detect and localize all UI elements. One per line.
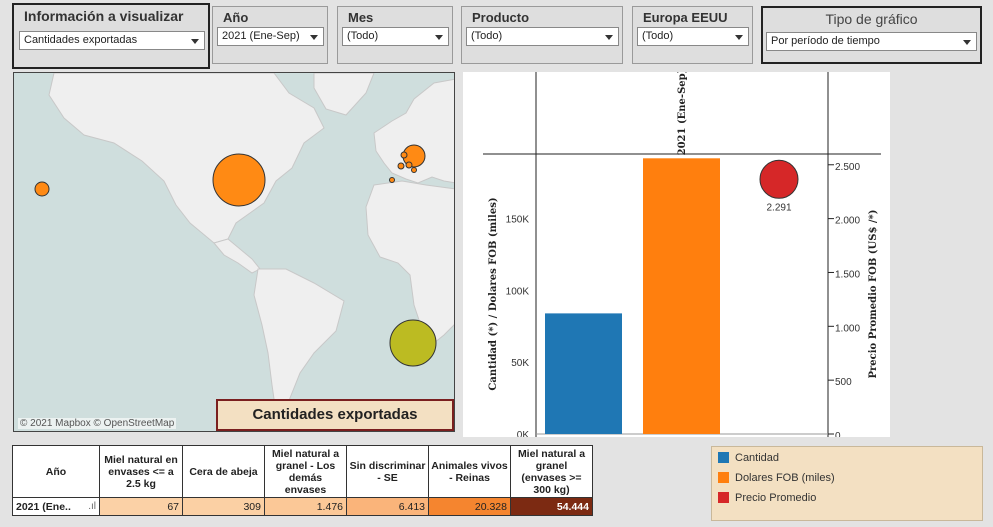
chart-type-select[interactable]: Por período de tiempo bbox=[766, 32, 977, 51]
table-cell[interactable]: 20.328 bbox=[428, 497, 511, 516]
bar-chart-icon[interactable]: .ıl bbox=[88, 500, 96, 512]
chevron-down-icon bbox=[435, 35, 443, 40]
chart-right-panel bbox=[890, 72, 983, 437]
chevron-down-icon bbox=[735, 35, 743, 40]
table-cell[interactable]: 6.413 bbox=[346, 497, 429, 516]
bubble-france[interactable] bbox=[405, 161, 413, 169]
map-canvas bbox=[34, 73, 454, 423]
info-filter: Información a visualizar Cantidades expo… bbox=[12, 3, 210, 69]
region-filter-title: Europa EEUU bbox=[643, 10, 728, 25]
bubble-italy[interactable] bbox=[411, 167, 417, 173]
y-tick-label-left: 150K bbox=[506, 215, 530, 226]
y-tick-label-left: 0K bbox=[517, 430, 530, 437]
product-select-value: (Todo) bbox=[471, 30, 503, 42]
table-header-col: Miel natural en envases <= a 2.5 kg bbox=[99, 445, 183, 498]
legend-item-dolares[interactable]: Dolares FOB (miles) bbox=[718, 472, 835, 484]
legend-item-cantidad[interactable]: Cantidad bbox=[718, 452, 779, 464]
y-tick-label-left: 50K bbox=[511, 358, 529, 369]
y-tick-label-right: 500 bbox=[835, 377, 852, 388]
landmass-africa bbox=[365, 180, 454, 344]
info-select[interactable]: Cantidades exportadas bbox=[19, 31, 205, 50]
chevron-down-icon bbox=[191, 39, 199, 44]
info-filter-title: Información a visualizar bbox=[24, 8, 184, 24]
bubble-uk[interactable] bbox=[400, 151, 408, 159]
landmass-europe bbox=[373, 78, 454, 184]
legend-label: Precio Promedio bbox=[735, 492, 817, 504]
row-label-text: 2021 (Ene.. bbox=[16, 500, 71, 513]
region-select[interactable]: (Todo) bbox=[637, 27, 749, 46]
y-tick-label-right: 2.000 bbox=[835, 216, 860, 227]
table-header-col: Animales vivos - Reinas bbox=[428, 445, 511, 498]
chart-marks: 0K 50K 100K 150K 0 500 1.000 1.500 2.000 2.500 2.2… bbox=[483, 72, 881, 442]
table-header-col: Miel natural a granel (envases >= 300 kg… bbox=[510, 445, 593, 498]
chevron-down-icon bbox=[310, 35, 318, 40]
map-attribution: © 2021 Mapbox © OpenStreetMap bbox=[18, 418, 177, 429]
table-header-col: Sin discriminar - SE bbox=[346, 445, 429, 498]
bar-chart: 2021 (Ene-Sep) Cantidad (*) / Dolares FO… bbox=[463, 69, 983, 442]
month-select-value: (Todo) bbox=[347, 30, 379, 42]
chart-legend: Cantidad Dolares FOB (miles) Precio Prom… bbox=[711, 446, 983, 521]
region-filter: Europa EEUU (Todo) bbox=[632, 6, 753, 64]
bar-cantidad bbox=[545, 313, 622, 434]
table-row: 2021 (Ene.. .ıl 67 309 1.476 6.413 20.32… bbox=[12, 497, 593, 516]
table-cell[interactable]: 54.444 bbox=[510, 497, 593, 516]
product-filter: Producto (Todo) bbox=[461, 6, 623, 64]
world-map[interactable]: © 2021 Mapbox © OpenStreetMap bbox=[13, 72, 455, 432]
y-tick-label-left: 100K bbox=[506, 286, 530, 297]
month-filter: Mes (Todo) bbox=[337, 6, 453, 64]
legend-swatch bbox=[718, 492, 729, 503]
landmass-north-america bbox=[48, 73, 325, 244]
y-tick-label-right: 2.500 bbox=[835, 162, 860, 173]
info-select-value: Cantidades exportadas bbox=[24, 34, 138, 46]
bar-dolares-fob bbox=[643, 158, 720, 435]
year-select[interactable]: 2021 (Ene-Sep) bbox=[217, 27, 324, 46]
table-header-row: Año Miel natural en envases <= a 2.5 kg … bbox=[12, 445, 593, 498]
landmass-central-america bbox=[213, 238, 261, 274]
product-filter-title: Producto bbox=[472, 10, 530, 25]
year-filter-title: Año bbox=[223, 10, 249, 25]
products-table: Año Miel natural en envases <= a 2.5 kg … bbox=[12, 445, 593, 516]
chart-type-select-value: Por período de tiempo bbox=[771, 35, 880, 47]
column-header: 2021 (Ene-Sep) bbox=[677, 72, 688, 155]
table-cell[interactable]: 67 bbox=[99, 497, 183, 516]
y-axis-right-label: Precio Promedio FOB (US$ /*) bbox=[868, 209, 879, 378]
bubble-olive[interactable] bbox=[389, 319, 437, 367]
table-header-year: Año bbox=[12, 445, 100, 498]
chart-type-filter-title: Tipo de gráfico bbox=[825, 11, 918, 27]
bubble-belgium[interactable] bbox=[397, 162, 405, 170]
month-filter-title: Mes bbox=[348, 10, 374, 25]
y-tick-label-right: 0 bbox=[835, 431, 841, 437]
chevron-down-icon bbox=[963, 40, 971, 45]
legend-label: Cantidad bbox=[735, 452, 780, 464]
product-select[interactable]: (Todo) bbox=[466, 27, 619, 46]
data-label-precio-promedio: 2.291 bbox=[766, 202, 791, 213]
legend-swatch bbox=[718, 472, 729, 483]
table-cell[interactable]: 309 bbox=[182, 497, 265, 516]
y-tick-label-right: 1.500 bbox=[835, 269, 860, 280]
landmass-greenland bbox=[313, 73, 375, 116]
y-tick-label-right: 1.000 bbox=[835, 323, 860, 334]
bubble-usa[interactable] bbox=[212, 153, 266, 207]
month-select[interactable]: (Todo) bbox=[342, 27, 449, 46]
chart-type-filter: Tipo de gráfico Por período de tiempo bbox=[761, 6, 982, 64]
region-select-value: (Todo) bbox=[642, 30, 674, 42]
y-axis-left-label: Cantidad (*) / Dolares FOB (miles) bbox=[488, 197, 499, 390]
point-precio-promedio bbox=[759, 159, 799, 199]
table-cell[interactable]: 1.476 bbox=[264, 497, 347, 516]
year-select-value: 2021 (Ene-Sep) bbox=[222, 30, 300, 42]
table-header-col: Miel natural a granel - Los demás envase… bbox=[264, 445, 347, 498]
bubble-hawaii[interactable] bbox=[34, 181, 50, 197]
chart-svg: 2021 (Ene-Sep) Cantidad (*) / Dolares FO… bbox=[463, 69, 983, 442]
legend-label: Dolares FOB (miles) bbox=[735, 472, 835, 484]
table-row-label[interactable]: 2021 (Ene.. .ıl bbox=[12, 497, 100, 516]
bubble-spain[interactable] bbox=[389, 177, 395, 183]
legend-swatch bbox=[718, 452, 729, 463]
map-banner: Cantidades exportadas bbox=[216, 399, 454, 431]
chevron-down-icon bbox=[605, 35, 613, 40]
year-filter: Año 2021 (Ene-Sep) bbox=[212, 6, 328, 64]
legend-item-precio[interactable]: Precio Promedio bbox=[718, 492, 816, 504]
table-header-col: Cera de abeja bbox=[182, 445, 265, 498]
